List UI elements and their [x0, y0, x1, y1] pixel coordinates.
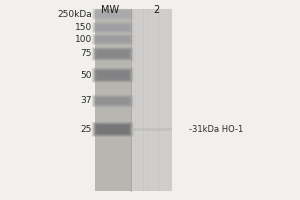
Text: 150: 150: [74, 23, 92, 32]
Bar: [158, 9, 160, 191]
Bar: [142, 9, 144, 191]
Bar: [95, 9, 130, 191]
Text: 250kDa: 250kDa: [57, 10, 92, 19]
FancyBboxPatch shape: [93, 96, 132, 106]
FancyBboxPatch shape: [93, 69, 132, 82]
Text: 2: 2: [153, 5, 159, 15]
FancyBboxPatch shape: [92, 68, 134, 83]
FancyBboxPatch shape: [94, 24, 131, 31]
FancyBboxPatch shape: [92, 22, 134, 33]
FancyBboxPatch shape: [97, 25, 129, 30]
Bar: [170, 9, 171, 191]
FancyBboxPatch shape: [92, 9, 134, 20]
Text: 25: 25: [80, 125, 92, 134]
FancyBboxPatch shape: [92, 47, 134, 61]
Text: 37: 37: [80, 96, 92, 105]
FancyBboxPatch shape: [95, 97, 130, 105]
FancyBboxPatch shape: [95, 70, 130, 80]
FancyBboxPatch shape: [93, 23, 132, 32]
FancyBboxPatch shape: [95, 11, 130, 17]
Bar: [152, 9, 153, 191]
FancyBboxPatch shape: [93, 35, 132, 44]
FancyBboxPatch shape: [92, 95, 134, 107]
Text: 75: 75: [80, 49, 92, 58]
FancyBboxPatch shape: [97, 12, 129, 16]
FancyBboxPatch shape: [97, 125, 129, 134]
FancyBboxPatch shape: [97, 98, 129, 104]
FancyBboxPatch shape: [95, 24, 130, 31]
FancyBboxPatch shape: [95, 36, 130, 43]
FancyBboxPatch shape: [97, 37, 129, 42]
FancyBboxPatch shape: [95, 124, 130, 134]
FancyBboxPatch shape: [94, 49, 131, 59]
FancyBboxPatch shape: [94, 36, 131, 43]
FancyBboxPatch shape: [97, 71, 129, 79]
FancyBboxPatch shape: [94, 96, 131, 106]
FancyBboxPatch shape: [95, 50, 130, 58]
FancyBboxPatch shape: [92, 122, 134, 137]
FancyBboxPatch shape: [93, 123, 132, 136]
Text: 50: 50: [80, 71, 92, 80]
Bar: [143, 9, 145, 191]
Bar: [135, 9, 136, 191]
FancyBboxPatch shape: [94, 69, 131, 81]
FancyBboxPatch shape: [94, 124, 131, 135]
Bar: [147, 9, 148, 191]
Bar: [149, 9, 150, 191]
Bar: [131, 128, 172, 131]
Text: 100: 100: [74, 35, 92, 44]
Bar: [130, 9, 172, 191]
FancyBboxPatch shape: [97, 50, 129, 57]
Text: -31kDa HO-1: -31kDa HO-1: [189, 125, 243, 134]
FancyBboxPatch shape: [94, 10, 131, 18]
FancyBboxPatch shape: [93, 10, 132, 19]
FancyBboxPatch shape: [92, 34, 134, 45]
FancyBboxPatch shape: [93, 48, 132, 60]
Text: MW: MW: [100, 5, 119, 15]
